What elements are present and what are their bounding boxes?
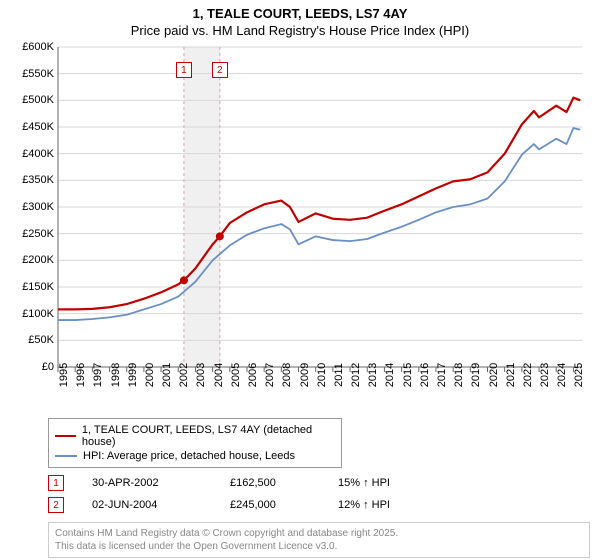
- event-row: 1 30-APR-2002 £162,500 15% ↑ HPI: [48, 472, 590, 494]
- x-axis-tick-label: 2019: [470, 363, 482, 387]
- event-price: £245,000: [230, 499, 310, 511]
- x-axis-tick-label: 1995: [58, 363, 70, 387]
- x-axis-tick-label: 2000: [144, 363, 156, 387]
- y-axis-tick-label: £250K: [10, 228, 54, 240]
- x-axis-tick-label: 2022: [522, 363, 534, 387]
- legend: 1, TEALE COURT, LEEDS, LS7 4AY (detached…: [48, 418, 342, 468]
- x-axis-tick-label: 2010: [316, 363, 328, 387]
- event-date: 02-JUN-2004: [92, 499, 202, 511]
- x-axis-tick-label: 2017: [436, 363, 448, 387]
- x-axis-tick-label: 2009: [299, 363, 311, 387]
- chart-event-marker: 2: [212, 62, 228, 78]
- x-axis-tick-label: 2005: [230, 363, 242, 387]
- x-axis-tick-label: 1996: [75, 363, 87, 387]
- y-axis-tick-label: £200K: [10, 254, 54, 266]
- x-axis-tick-label: 2025: [573, 363, 585, 387]
- footer-line: Contains HM Land Registry data © Crown c…: [55, 527, 583, 540]
- x-axis-tick-label: 2008: [281, 363, 293, 387]
- x-axis-tick-label: 2015: [402, 363, 414, 387]
- legend-swatch: [55, 435, 76, 437]
- x-axis-tick-label: 2013: [367, 363, 379, 387]
- event-delta: 12% ↑ HPI: [338, 499, 390, 511]
- event-delta: 15% ↑ HPI: [338, 477, 390, 489]
- attribution-footer: Contains HM Land Registry data © Crown c…: [48, 522, 590, 558]
- legend-swatch: [55, 455, 77, 457]
- chart-event-marker: 1: [176, 62, 192, 78]
- x-axis-tick-label: 2007: [264, 363, 276, 387]
- line-chart: £0 £50K £100K £150K £200K £250K £300K £350K £400…: [10, 42, 590, 412]
- x-axis-tick-label: 2004: [213, 363, 225, 387]
- y-axis-tick-label: £450K: [10, 121, 54, 133]
- event-price: £162,500: [230, 477, 310, 489]
- x-axis-tick-label: 2016: [419, 363, 431, 387]
- x-axis-tick-label: 2002: [178, 363, 190, 387]
- y-axis-tick-label: £150K: [10, 281, 54, 293]
- y-axis-tick-label: £0: [10, 361, 54, 373]
- legend-label: HPI: Average price, detached house, Leed…: [83, 450, 295, 462]
- y-axis-tick-label: £350K: [10, 174, 54, 186]
- x-axis-tick-label: 2003: [195, 363, 207, 387]
- y-axis-tick-label: £50K: [10, 334, 54, 346]
- y-axis-tick-label: £550K: [10, 68, 54, 80]
- x-axis-tick-label: 1997: [92, 363, 104, 387]
- legend-item: HPI: Average price, detached house, Leed…: [55, 449, 335, 463]
- y-axis-tick-label: £100K: [10, 308, 54, 320]
- x-axis-tick-label: 1998: [110, 363, 122, 387]
- event-marker-icon: 2: [48, 497, 64, 513]
- y-axis-tick-label: £400K: [10, 148, 54, 160]
- x-axis-tick-label: 1999: [127, 363, 139, 387]
- x-axis-tick-label: 2014: [384, 363, 396, 387]
- x-axis-tick-label: 2020: [488, 363, 500, 387]
- legend-label: 1, TEALE COURT, LEEDS, LS7 4AY (detached…: [82, 424, 335, 448]
- x-axis-tick-label: 2006: [247, 363, 259, 387]
- x-axis-tick-label: 2012: [350, 363, 362, 387]
- chart-title-line1: 1, TEALE COURT, LEEDS, LS7 4AY: [0, 0, 600, 21]
- x-axis-tick-label: 2023: [539, 363, 551, 387]
- event-row: 2 02-JUN-2004 £245,000 12% ↑ HPI: [48, 494, 590, 516]
- x-axis-tick-label: 2018: [453, 363, 465, 387]
- x-axis-tick-label: 2021: [505, 363, 517, 387]
- event-date: 30-APR-2002: [92, 477, 202, 489]
- y-axis-tick-label: £500K: [10, 94, 54, 106]
- footer-line: This data is licensed under the Open Gov…: [55, 540, 583, 553]
- x-axis-tick-label: 2011: [333, 363, 345, 387]
- y-axis-tick-label: £600K: [10, 41, 54, 53]
- legend-item: 1, TEALE COURT, LEEDS, LS7 4AY (detached…: [55, 423, 335, 449]
- chart-title-line2: Price paid vs. HM Land Registry's House …: [0, 21, 600, 42]
- event-marker-icon: 1: [48, 475, 64, 491]
- y-axis-tick-label: £300K: [10, 201, 54, 213]
- x-axis-tick-label: 2001: [161, 363, 173, 387]
- event-table: 1 30-APR-2002 £162,500 15% ↑ HPI 2 02-JU…: [48, 472, 590, 516]
- x-axis-tick-label: 2024: [556, 363, 568, 387]
- chart-svg: [10, 42, 590, 412]
